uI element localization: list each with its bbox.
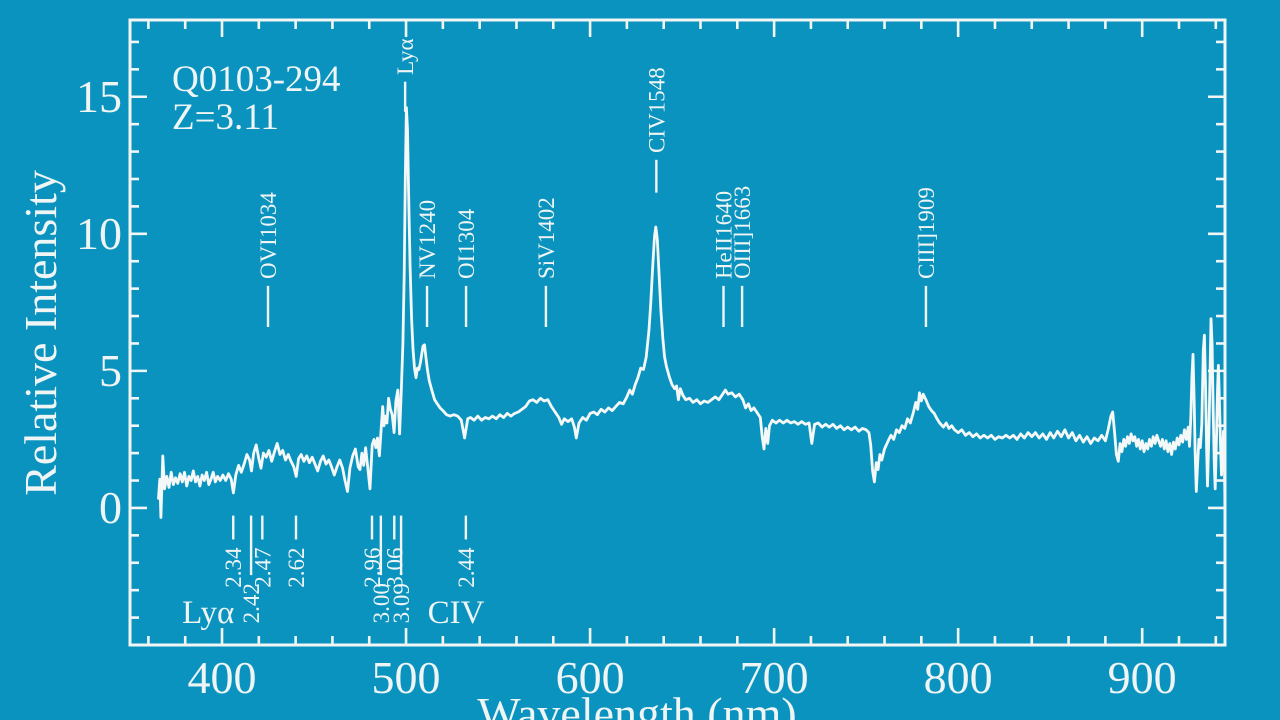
x-tick-label: 600 [556,652,625,703]
absorber-redshift-label: 2.62 [284,547,309,587]
line-annotations: OVI1034 Lyα NV1240 OI1304 SiV1402 CIV1548 HeII… [182,38,939,631]
emission-line-label: OVI1034 [256,192,281,279]
absorber-group-caption: CIV [428,595,485,631]
x-tick-label: 800 [924,652,993,703]
emission-line-label: Lyα [393,38,418,74]
emission-line-label: CIV1548 [644,67,669,153]
emission-line-label: HeII1640 [712,191,737,279]
object-title: Q0103-294 [172,59,341,100]
plot-frame [128,18,1227,647]
absorber-redshift-label: 2.42 [239,583,264,623]
absorber-redshift-label: 3.00 [369,583,394,623]
absorber-redshift-label: 3.06 [382,547,407,587]
y-tick-label: 0 [99,482,122,533]
x-axis-title: Wavelength (nm) [477,688,796,720]
y-tick-label: 5 [99,345,122,396]
absorber-redshift-label: 2.34 [221,547,246,588]
object-redshift: Z=3.11 [172,97,279,138]
absorber-redshift-label: 2.47 [250,547,275,587]
emission-line-label: OI1304 [454,208,479,279]
x-tick-label: 500 [372,652,441,703]
y-tick-label: 10 [76,208,122,259]
y-tick-label: 15 [76,71,122,122]
x-tick-label: 700 [740,652,809,703]
spectrum-series [157,106,1224,519]
x-tick-label: 400 [188,652,257,703]
y-axis-title: Relative Intensity [15,170,66,496]
emission-line-label: NV1240 [415,200,440,279]
emission-line-label: OIII]1663 [730,186,755,279]
spectrum-line [157,106,1224,519]
tick-labels: 400 500 600 700 800 900 0 5 10 15 [76,71,1177,703]
emission-line-label: SiV1402 [534,197,559,279]
absorber-group-caption: Lyα [182,595,234,631]
absorber-redshift-label: 2.44 [454,547,479,588]
x-tick-label: 900 [1108,652,1177,703]
emission-line-label: CIII]1909 [914,187,939,279]
absorber-redshift-label: 3.09 [389,583,414,623]
